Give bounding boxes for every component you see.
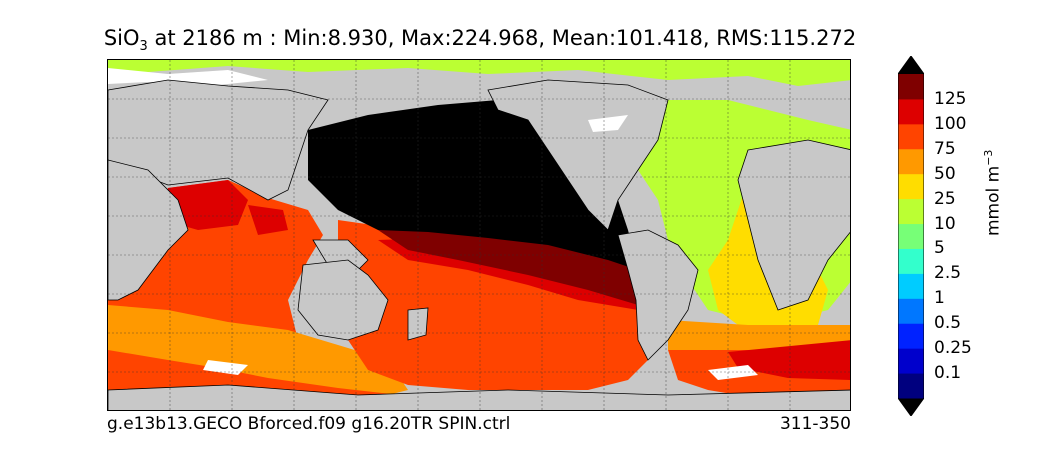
title-variable-subscript: 3 bbox=[139, 39, 148, 55]
ocean-map bbox=[107, 59, 851, 411]
colorbar bbox=[898, 56, 924, 416]
south-america bbox=[617, 229, 699, 361]
colorbar-segment bbox=[898, 323, 924, 349]
colorbar-tick-label: 25 bbox=[934, 188, 956, 209]
colorbar-segment bbox=[898, 248, 924, 274]
antarctica bbox=[108, 384, 850, 410]
colorbar-segment bbox=[898, 123, 924, 150]
africa-west-europe bbox=[737, 139, 850, 311]
colorbar-tick-label: 5 bbox=[934, 238, 945, 259]
weddell-red bbox=[728, 340, 850, 380]
no-data-patch-1 bbox=[203, 360, 248, 375]
colorbar-segment bbox=[898, 273, 924, 299]
title-statistics: at 2186 m : Min:8.930, Max:224.968, Mean… bbox=[147, 26, 857, 50]
colorbar-segment bbox=[898, 223, 924, 249]
colorbar-tick-label: 2.5 bbox=[934, 263, 962, 284]
year-range: 311-350 bbox=[779, 414, 851, 434]
colorbar-over-arrow bbox=[898, 56, 924, 74]
graticule bbox=[108, 60, 850, 410]
colorbar-unit-label: mmol m−3 bbox=[982, 150, 1004, 236]
arctic-band bbox=[108, 60, 850, 86]
africa-east bbox=[108, 159, 189, 301]
colorbar-tick-label: 0.25 bbox=[934, 338, 972, 359]
colorbar-tick-label: 125 bbox=[934, 88, 967, 109]
colorbar-tick-label: 50 bbox=[934, 163, 956, 184]
no-data-patch-3 bbox=[588, 115, 628, 132]
map-title: SiO3 at 2186 m : Min:8.930, Max:224.968,… bbox=[0, 26, 960, 54]
colorbar-unit-exponent: −3 bbox=[982, 149, 995, 166]
arctic-no-data bbox=[108, 68, 268, 86]
colorbar-segment bbox=[898, 348, 924, 374]
colorbar-segment bbox=[898, 98, 924, 125]
colorbar-segment bbox=[898, 173, 924, 200]
map-canvas bbox=[108, 60, 850, 410]
colorbar-tick-label: 75 bbox=[934, 138, 956, 159]
colorbar-segment bbox=[898, 373, 924, 399]
australia bbox=[297, 259, 389, 341]
colorbar-segment bbox=[898, 74, 924, 100]
colorbar-tick-label: 0.1 bbox=[934, 363, 962, 384]
colorbar-segment bbox=[898, 198, 924, 225]
colorbar-tick-label: 0.5 bbox=[934, 313, 962, 334]
colorbar-tick-label: 1 bbox=[934, 288, 945, 309]
colorbar-unit: mmol m bbox=[983, 165, 1004, 236]
colorbar-under-arrow bbox=[898, 398, 924, 416]
bay-of-bengal bbox=[248, 205, 288, 235]
colorbar-segment bbox=[898, 148, 924, 175]
title-variable: SiO bbox=[103, 26, 140, 50]
colorbar-tick-label: 10 bbox=[934, 213, 956, 234]
colorbar-segment bbox=[898, 298, 924, 324]
colorbar-tick-label: 100 bbox=[934, 113, 967, 134]
case-name: g.e13b13.GECO Bforced.f09 g16.20TR SPIN.… bbox=[107, 414, 511, 434]
no-data-patch-2 bbox=[708, 365, 758, 380]
